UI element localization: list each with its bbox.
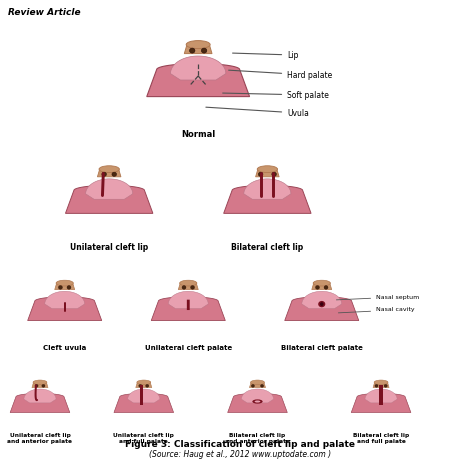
Ellipse shape <box>186 41 210 49</box>
Ellipse shape <box>375 384 378 387</box>
Polygon shape <box>244 179 291 199</box>
Polygon shape <box>255 169 279 177</box>
Text: Review Article: Review Article <box>9 8 81 17</box>
Ellipse shape <box>251 384 255 387</box>
Ellipse shape <box>201 48 207 53</box>
Text: Unilateral cleft lip: Unilateral cleft lip <box>70 243 148 252</box>
Polygon shape <box>55 282 75 289</box>
Polygon shape <box>128 389 160 403</box>
Polygon shape <box>65 185 153 213</box>
Ellipse shape <box>324 286 328 289</box>
Text: Nasal cavity: Nasal cavity <box>338 307 415 313</box>
Ellipse shape <box>33 380 47 385</box>
Text: Unilateral cleft lip
and full palate: Unilateral cleft lip and full palate <box>113 433 174 444</box>
Ellipse shape <box>102 172 107 176</box>
Ellipse shape <box>318 301 325 307</box>
Text: Bilateral cleft lip
and full palate: Bilateral cleft lip and full palate <box>353 433 409 444</box>
Polygon shape <box>86 179 133 199</box>
Ellipse shape <box>374 380 388 385</box>
Text: Cleft uvula: Cleft uvula <box>43 345 86 351</box>
Polygon shape <box>168 291 208 309</box>
Polygon shape <box>98 169 121 177</box>
Polygon shape <box>302 291 342 309</box>
Polygon shape <box>24 389 56 403</box>
Polygon shape <box>114 394 173 413</box>
Polygon shape <box>147 63 250 97</box>
Ellipse shape <box>257 166 278 173</box>
Text: Normal: Normal <box>181 130 215 139</box>
Ellipse shape <box>316 286 319 289</box>
Ellipse shape <box>251 380 264 385</box>
Ellipse shape <box>58 286 63 289</box>
Ellipse shape <box>258 172 263 176</box>
Text: Bilateral cleft palate: Bilateral cleft palate <box>281 345 363 351</box>
Ellipse shape <box>255 400 260 402</box>
Ellipse shape <box>272 172 276 176</box>
Ellipse shape <box>112 172 117 176</box>
Ellipse shape <box>384 384 387 387</box>
Polygon shape <box>151 297 225 320</box>
Polygon shape <box>228 394 287 413</box>
FancyBboxPatch shape <box>187 300 190 310</box>
Polygon shape <box>351 394 411 413</box>
Text: Uvula: Uvula <box>206 107 309 118</box>
Ellipse shape <box>99 166 119 173</box>
Text: Bilateral cleft lip
and anterior palate: Bilateral cleft lip and anterior palate <box>225 433 290 444</box>
Text: Figure 3: Classification of cleft lip and palate: Figure 3: Classification of cleft lip an… <box>125 440 355 449</box>
Ellipse shape <box>56 280 73 286</box>
Ellipse shape <box>139 384 142 387</box>
Polygon shape <box>27 297 102 320</box>
Text: Lip: Lip <box>233 50 299 60</box>
Bar <box>379 385 383 405</box>
Polygon shape <box>178 282 198 289</box>
Text: (Source: Haug et al., 2012 www.uptodate.com ): (Source: Haug et al., 2012 www.uptodate.… <box>149 450 331 459</box>
Polygon shape <box>249 382 265 388</box>
Ellipse shape <box>180 280 197 286</box>
Text: Unilateral cleft lip
and anterior palate: Unilateral cleft lip and anterior palate <box>8 433 73 444</box>
Ellipse shape <box>320 302 324 306</box>
Polygon shape <box>45 291 85 309</box>
Polygon shape <box>285 297 359 320</box>
Ellipse shape <box>191 286 194 289</box>
Polygon shape <box>10 394 70 413</box>
Polygon shape <box>32 382 48 388</box>
Polygon shape <box>171 56 226 80</box>
Text: Bilateral cleft lip: Bilateral cleft lip <box>231 243 303 252</box>
Ellipse shape <box>146 384 149 387</box>
Polygon shape <box>224 185 311 213</box>
Ellipse shape <box>42 384 45 387</box>
Ellipse shape <box>67 286 71 289</box>
Polygon shape <box>136 382 152 388</box>
Polygon shape <box>373 382 389 388</box>
Ellipse shape <box>190 48 195 53</box>
Ellipse shape <box>261 384 264 387</box>
Ellipse shape <box>182 286 186 289</box>
Text: Hard palate: Hard palate <box>228 70 332 80</box>
Bar <box>140 385 143 405</box>
Text: Nasal septum: Nasal septum <box>337 294 419 300</box>
Polygon shape <box>241 389 273 403</box>
Polygon shape <box>312 282 332 289</box>
Text: Soft palate: Soft palate <box>223 90 329 100</box>
Ellipse shape <box>252 400 263 404</box>
Polygon shape <box>184 44 212 54</box>
Ellipse shape <box>137 380 151 385</box>
Ellipse shape <box>313 280 330 286</box>
Polygon shape <box>365 389 397 403</box>
Ellipse shape <box>35 384 38 387</box>
Text: Unilateral cleft palate: Unilateral cleft palate <box>145 345 232 351</box>
